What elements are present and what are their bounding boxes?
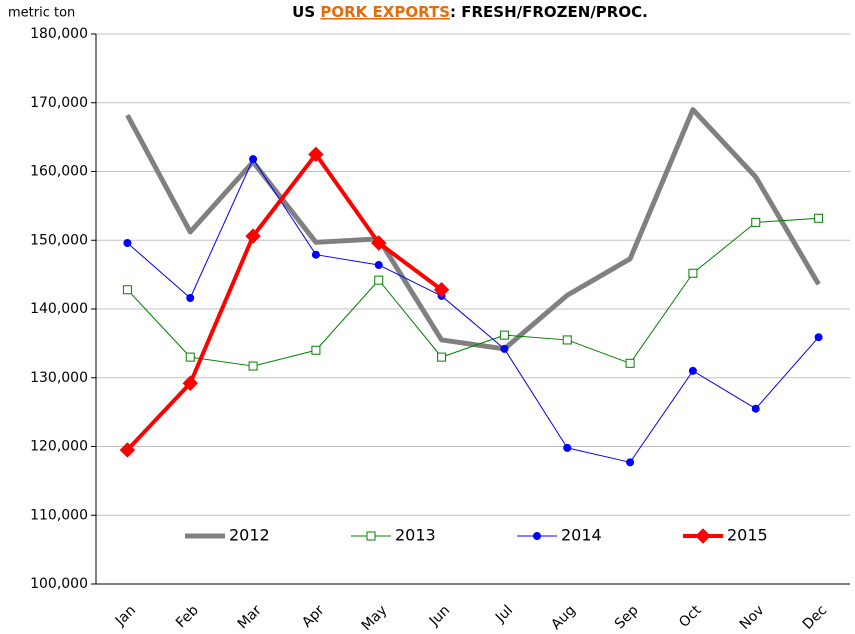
- marker: [433, 282, 450, 298]
- marker: [248, 361, 258, 371]
- marker: [695, 528, 711, 544]
- x-tick-label: Nov: [737, 602, 768, 633]
- series-line: [127, 217, 819, 367]
- x-tick-label: Dec: [800, 602, 830, 632]
- y-tick-label: 140,000: [30, 301, 88, 317]
- marker: [500, 344, 509, 353]
- legend-label: 2015: [727, 526, 768, 545]
- marker: [249, 155, 258, 164]
- title-highlight: PORK EXPORTS: [320, 3, 450, 21]
- x-tick-label: Jun: [426, 602, 453, 629]
- marker: [374, 275, 384, 285]
- x-tick-label: Sep: [612, 602, 642, 632]
- x-tick-label: Oct: [676, 602, 705, 631]
- marker: [122, 285, 132, 295]
- marker: [751, 217, 761, 227]
- marker: [119, 442, 136, 458]
- marker: [688, 366, 697, 375]
- legend-label: 2013: [395, 526, 436, 545]
- marker: [563, 443, 572, 452]
- marker: [625, 358, 635, 368]
- marker: [366, 531, 376, 541]
- marker: [371, 235, 387, 251]
- x-tick-label: Aug: [548, 602, 579, 633]
- marker: [688, 268, 698, 278]
- marker: [562, 335, 572, 345]
- legend-label: 2012: [229, 526, 270, 545]
- marker: [311, 250, 320, 259]
- x-tick-label: Jan: [112, 602, 139, 629]
- x-tick-label: Jul: [492, 602, 516, 626]
- y-tick-label: 160,000: [30, 164, 88, 180]
- y-axis-label: metric ton: [8, 6, 75, 21]
- series-line: [125, 107, 821, 352]
- x-tick-label: Apr: [299, 602, 328, 631]
- x-tick-label: Feb: [173, 602, 202, 631]
- y-tick-label: 170,000: [30, 95, 88, 111]
- title-suffix: : FRESH/FROZEN/PROC.: [450, 3, 648, 21]
- marker: [751, 404, 760, 413]
- marker: [123, 239, 132, 247]
- marker: [626, 458, 635, 467]
- y-tick-label: 150,000: [30, 232, 88, 248]
- marker: [814, 333, 823, 342]
- y-tick-label: 110,000: [30, 507, 88, 523]
- y-tick-label: 100,000: [30, 576, 88, 592]
- marker: [185, 352, 195, 362]
- series-line: [125, 152, 443, 452]
- marker: [311, 345, 321, 355]
- marker: [814, 213, 824, 223]
- marker: [374, 261, 383, 269]
- chart-title: US PORK EXPORTS: FRESH/FROZEN/PROC.: [292, 3, 648, 21]
- title-prefix: US: [292, 3, 320, 21]
- marker: [182, 375, 198, 391]
- legend-label: 2014: [561, 526, 602, 545]
- marker: [437, 352, 447, 362]
- x-tick-label: May: [359, 602, 391, 634]
- marker: [186, 294, 195, 302]
- x-tick-label: Mar: [235, 602, 265, 632]
- series-line: [127, 158, 819, 463]
- marker: [245, 228, 261, 244]
- marker: [308, 146, 324, 163]
- y-tick-label: 130,000: [30, 370, 88, 386]
- marker: [533, 532, 541, 540]
- y-tick-label: 120,000: [30, 439, 88, 455]
- marker: [499, 330, 509, 340]
- y-tick-label: 180,000: [30, 26, 88, 42]
